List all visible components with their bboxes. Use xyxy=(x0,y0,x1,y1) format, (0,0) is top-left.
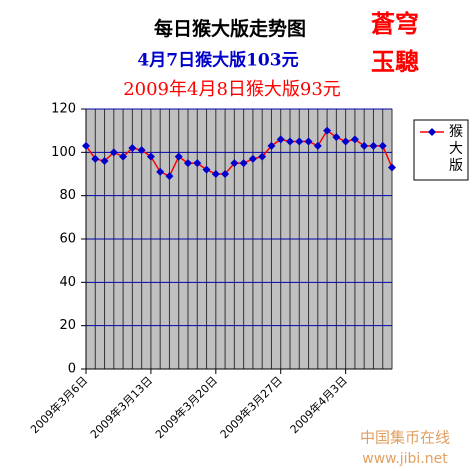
annotation: 2009年4月8日猴大版93元 xyxy=(123,79,341,100)
marker xyxy=(248,154,257,163)
marker xyxy=(109,148,118,157)
marker xyxy=(388,163,396,172)
y-tick-label: 80 xyxy=(59,188,76,203)
legend-marker xyxy=(428,128,436,136)
marker xyxy=(341,137,350,146)
x-tick-label: 2009年3月27日 xyxy=(217,373,285,441)
marker xyxy=(146,152,155,161)
x-tick-label: 2009年3月6日 xyxy=(27,373,90,436)
y-tick-label: 60 xyxy=(59,232,76,247)
marker xyxy=(165,172,174,181)
marker xyxy=(128,144,137,152)
marker xyxy=(369,141,378,150)
marker xyxy=(91,154,100,163)
x-tick-label: 2009年4月3日 xyxy=(287,373,350,436)
marker xyxy=(286,137,294,146)
marker xyxy=(221,170,230,178)
annotation: 4月7日猴大版103元 xyxy=(137,50,298,71)
x-tick-label: 2009年3月13日 xyxy=(87,373,155,441)
marker xyxy=(100,157,109,165)
stamp: 玉驄 xyxy=(371,48,419,76)
marker xyxy=(137,146,146,155)
marker xyxy=(174,152,183,161)
marker xyxy=(258,152,267,161)
y-tick-label: 120 xyxy=(51,102,76,117)
chart-title: 每日猴大版走势图 xyxy=(154,17,306,40)
marker xyxy=(193,159,202,168)
x-tick-label: 2009年3月20日 xyxy=(152,373,220,441)
marker xyxy=(239,159,248,168)
line xyxy=(85,129,393,178)
marker xyxy=(211,170,220,178)
marker xyxy=(184,159,192,168)
marker xyxy=(350,135,359,144)
y-tick-label: 20 xyxy=(59,318,76,333)
marker xyxy=(82,141,90,150)
watermark: www.jibi.net xyxy=(362,451,448,467)
y-tick-label: 40 xyxy=(59,275,76,290)
marker xyxy=(313,141,322,150)
marker xyxy=(378,141,387,150)
watermark: 中国集币在线 xyxy=(360,429,450,447)
marker xyxy=(360,141,369,150)
marker xyxy=(323,126,332,135)
marker xyxy=(276,135,285,144)
marker xyxy=(119,152,128,161)
marker xyxy=(202,165,211,174)
marker xyxy=(304,137,313,146)
y-tick-label: 0 xyxy=(68,362,76,377)
marker xyxy=(295,137,304,146)
marker xyxy=(332,133,341,142)
legend-box xyxy=(413,119,469,181)
marker xyxy=(230,159,239,168)
y-tick-label: 100 xyxy=(51,145,76,160)
legend-label: 猴大版 xyxy=(449,124,463,174)
marker xyxy=(156,167,165,176)
stamp: 蒼穹 xyxy=(371,10,419,38)
marker xyxy=(267,141,276,150)
